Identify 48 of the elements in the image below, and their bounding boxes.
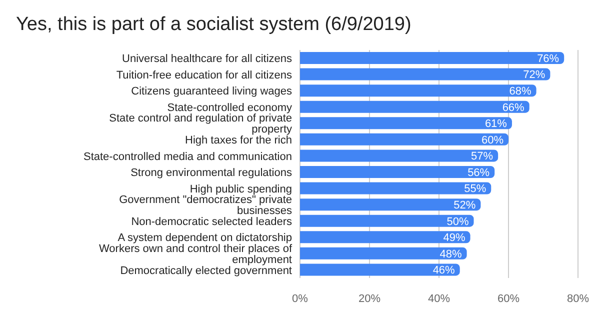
y-tick-label: Workers own and control their places of employment xyxy=(99,242,293,266)
data-label: 55% xyxy=(464,183,486,196)
data-label: 72% xyxy=(523,69,546,82)
bar xyxy=(300,264,460,276)
y-tick-label: State control and regulation of private property xyxy=(109,112,292,136)
y-tick-label: High public spending xyxy=(190,183,292,196)
data-label: 50% xyxy=(446,216,469,228)
y-tick-label: A system dependent on dictatorship xyxy=(118,232,292,244)
bar xyxy=(300,133,508,146)
bar xyxy=(300,117,512,130)
y-tick-label: Citizens guaranteed living wages xyxy=(131,86,292,98)
data-label: 52% xyxy=(454,199,476,212)
bar xyxy=(300,100,530,113)
data-label: 48% xyxy=(440,248,462,260)
data-label: 68% xyxy=(509,85,532,98)
data-label: 57% xyxy=(471,150,494,163)
bar xyxy=(300,231,470,244)
bar xyxy=(300,214,474,227)
bar xyxy=(300,52,564,64)
bar xyxy=(300,166,495,178)
bar xyxy=(300,182,492,194)
bar xyxy=(300,198,481,211)
y-tick-label: Democratically elected government xyxy=(120,264,292,277)
y-tick-label: State-controlled media and communication xyxy=(83,150,292,163)
bar xyxy=(300,247,467,260)
x-tick-label: 20% xyxy=(358,292,381,305)
y-tick-label: State-controlled economy xyxy=(167,102,292,114)
bar xyxy=(300,68,550,80)
y-tick-label: Universal healthcare for all citizens xyxy=(122,53,292,66)
y-tick-label: Strong environmental regulations xyxy=(130,167,292,180)
data-label: 76% xyxy=(537,52,560,65)
y-tick-label: Tuition-free education for all citizens xyxy=(116,69,292,82)
data-label: 46% xyxy=(432,264,456,277)
y-tick-label: Non-democratic selected leaders xyxy=(131,216,292,228)
chart-title: Yes, this is part of a socialist system (6/9/2019) xyxy=(16,14,412,36)
bar xyxy=(300,150,498,162)
data-label: 56% xyxy=(468,166,490,179)
data-label: 60% xyxy=(481,134,504,146)
data-label: 49% xyxy=(443,232,466,244)
x-tick-label: 40% xyxy=(428,292,450,305)
y-tick-label: High taxes for the rich xyxy=(185,134,292,146)
y-tick-label: Government "democratizes" private businesses xyxy=(119,194,292,218)
bar xyxy=(300,84,536,97)
x-tick-label: 0% xyxy=(292,292,308,305)
x-tick-label: 60% xyxy=(497,292,520,305)
x-tick-label: 80% xyxy=(566,292,590,305)
data-label: 66% xyxy=(502,102,525,114)
data-label: 61% xyxy=(484,118,508,130)
